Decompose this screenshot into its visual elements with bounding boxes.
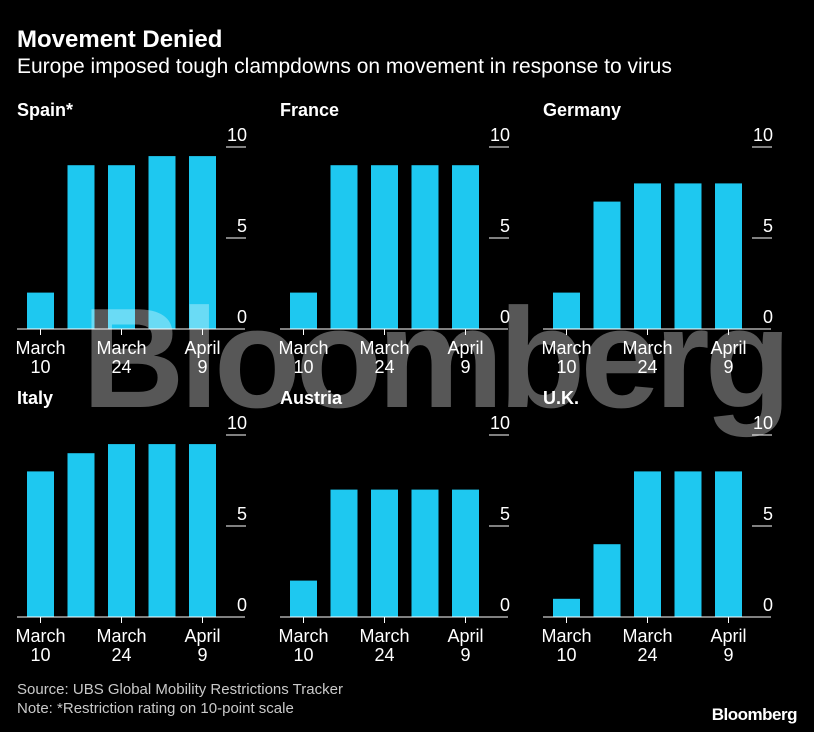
bar-germany-3 [634,183,661,329]
y-tick-label: 0 [500,307,510,327]
y-tick-label: 10 [753,125,773,145]
y-tick-label: 0 [237,307,247,327]
panel-france: France 0 5 10 March 10 March 24 April 9 [278,100,510,377]
bar-austria-5 [452,489,479,617]
panel-title: Italy [17,388,53,408]
panel-title: Austria [280,388,343,408]
y-tick-label: 5 [763,216,773,236]
x-tick-label: April 9 [710,338,746,377]
panel-title: Spain* [17,100,73,120]
chart-title: Movement Denied [17,26,223,53]
y-tick-label: 0 [500,595,510,615]
bloomberg-logo: Bloomberg [711,705,798,724]
bar-spain-5 [189,156,216,329]
bar-france-2 [330,165,358,329]
y-tick-label: 0 [763,595,773,615]
x-tick-label: April 9 [184,626,220,665]
x-tick-label: March 10 [15,338,65,377]
y-tick-label: 5 [763,504,773,524]
y-tick-label: 10 [490,125,510,145]
panel-title: France [280,100,339,120]
bar-austria-1 [290,580,317,617]
footnote: Note: *Restriction rating on 10-point sc… [17,700,294,717]
y-tick-label: 5 [500,216,510,236]
y-tick-label: 10 [753,413,773,433]
bar-france-1 [290,292,317,329]
panel-austria: Austria 0 5 10 March 10 March 24 April 9 [278,388,510,665]
panel-germany: Germany 0 5 10 March 10 March 24 April 9 [541,100,773,377]
bar-u-k-5 [715,471,742,617]
bar-germany-4 [674,183,702,329]
x-tick-label: March 24 [359,338,409,377]
x-tick-label: April 9 [184,338,220,377]
x-tick-label: March 24 [622,338,672,377]
y-tick-label: 0 [237,595,247,615]
x-tick-label: March 24 [96,626,146,665]
x-tick-label: March 10 [278,626,328,665]
bar-u-k-3 [634,471,661,617]
x-tick-label: March 10 [541,338,591,377]
bar-germany-2 [593,201,621,329]
bar-spain-4 [148,156,176,329]
x-tick-label: March 24 [622,626,672,665]
panel-u-k: U.K. 0 5 10 March 10 March 24 April 9 [541,388,773,665]
bar-italy-3 [108,444,135,617]
bar-u-k-1 [553,598,580,617]
x-tick-label: April 9 [447,338,483,377]
y-tick-label: 10 [227,413,247,433]
bar-u-k-4 [674,471,702,617]
y-tick-label: 10 [490,413,510,433]
y-tick-label: 10 [227,125,247,145]
panel-title: Germany [543,100,621,120]
bar-italy-2 [67,453,95,617]
x-tick-label: March 24 [96,338,146,377]
x-tick-label: March 10 [541,626,591,665]
panel-spain: Spain* 0 5 10 March 10 March 24 April 9 [15,100,247,377]
bar-italy-5 [189,444,216,617]
panel-title: U.K. [543,388,579,408]
bar-spain-2 [67,165,95,329]
y-tick-label: 0 [763,307,773,327]
bar-italy-1 [27,471,54,617]
y-tick-label: 5 [500,504,510,524]
bar-spain-1 [27,292,54,329]
x-tick-label: April 9 [447,626,483,665]
bar-germany-5 [715,183,742,329]
bar-spain-3 [108,165,135,329]
y-tick-label: 5 [237,504,247,524]
bar-france-4 [411,165,439,329]
bar-austria-4 [411,489,439,617]
x-tick-label: March 10 [278,338,328,377]
x-tick-label: April 9 [710,626,746,665]
bar-germany-1 [553,292,580,329]
bar-france-5 [452,165,479,329]
bar-austria-3 [371,489,398,617]
bar-austria-2 [330,489,358,617]
panel-italy: Italy 0 5 10 March 10 March 24 April 9 [15,388,247,665]
x-tick-label: March 24 [359,626,409,665]
bar-u-k-2 [593,544,621,617]
bar-france-3 [371,165,398,329]
bar-italy-4 [148,444,176,617]
x-tick-label: March 10 [15,626,65,665]
y-tick-label: 5 [237,216,247,236]
chart-subtitle: Europe imposed tough clampdowns on movem… [17,55,672,78]
source-note: Source: UBS Global Mobility Restrictions… [17,681,343,698]
